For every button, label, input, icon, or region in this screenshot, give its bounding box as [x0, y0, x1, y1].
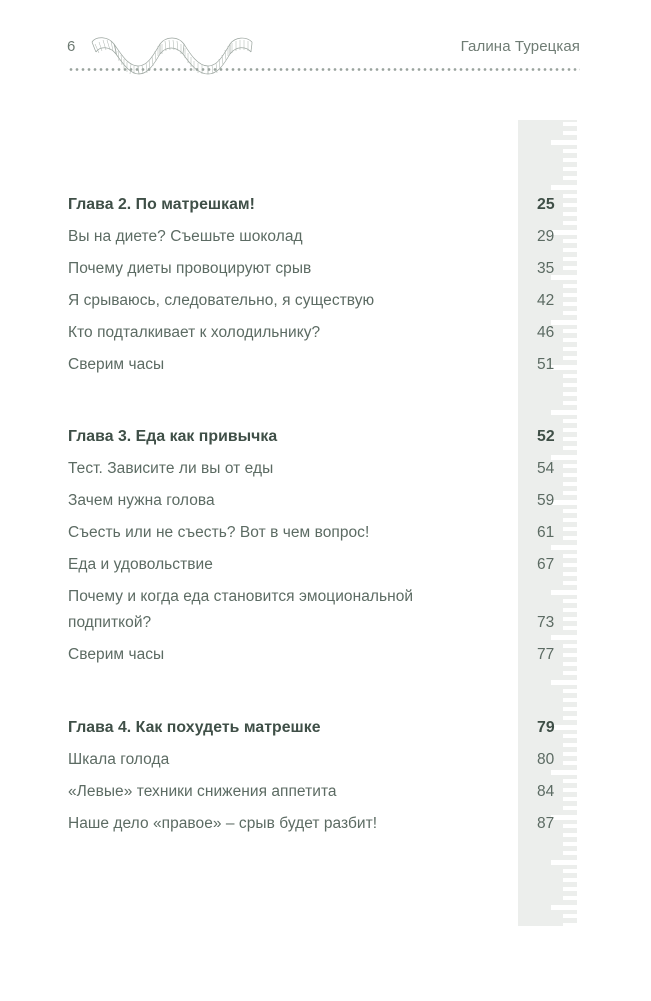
toc-entry-row[interactable]: Почему и когда еда становится эмоциональ…: [0, 584, 651, 642]
toc-section: Глава 2. По матрешкам! 25 Вы на диете? С…: [0, 192, 651, 384]
toc-entry-page: 46: [537, 324, 555, 341]
toc-entry-page: 54: [537, 460, 555, 477]
toc-section: Глава 3. Еда как привычка 52 Тест. Завис…: [0, 424, 651, 674]
toc-section: Глава 4. Как похудеть матрешке 79 Шкала …: [0, 715, 651, 843]
running-head-author: Галина Турецкая: [460, 38, 580, 55]
toc-entry-row[interactable]: Еда и удовольствие 67: [0, 552, 651, 584]
toc-entry-row[interactable]: Шкала голода 80: [0, 747, 651, 779]
toc-entry-row[interactable]: Наше дело «правое» – срыв будет разбит! …: [0, 811, 651, 843]
toc-entry-row[interactable]: Сверим часы 77: [0, 642, 651, 674]
toc-chapter-row[interactable]: Глава 4. Как похудеть матрешке 79: [0, 715, 651, 747]
toc-entry-page: 87: [537, 815, 555, 832]
toc-entry-title: Зачем нужна голова: [68, 492, 215, 509]
page-header: 6 Галина Турецкая: [0, 37, 651, 84]
toc-entry-page: 51: [537, 356, 555, 373]
toc-entry-row[interactable]: Я срываюсь, следовательно, я существую 4…: [0, 288, 651, 320]
toc-entry-title: Почему и когда еда становится эмоциональ…: [68, 588, 414, 631]
measuring-tape-ribbon-icon: [91, 37, 253, 75]
toc-entry-page: 80: [537, 751, 555, 768]
toc-entry-page: 59: [537, 492, 555, 509]
toc-entry-title: «Левые» техники снижения аппетита: [68, 783, 337, 800]
toc-entry-title: Еда и удовольствие: [68, 556, 213, 573]
toc-entry-page: 67: [537, 556, 555, 573]
folio-number: 6: [67, 38, 76, 55]
toc-entry-title: Вы на диете? Съешьте шоколад: [68, 228, 303, 245]
toc-entry-page: 29: [537, 228, 555, 245]
toc-entry-title: Наше дело «правое» – срыв будет разбит!: [68, 815, 378, 832]
toc-chapter-page: 52: [537, 428, 555, 445]
toc-entry-row[interactable]: Почему диеты провоцируют срыв 35: [0, 256, 651, 288]
toc-entry-row[interactable]: Тест. Зависите ли вы от еды 54: [0, 456, 651, 488]
toc-chapter-title: Глава 4. Как похудеть матрешке: [68, 719, 321, 736]
toc-entry-row[interactable]: Съесть или не съесть? Вот в чем вопрос! …: [0, 520, 651, 552]
toc-entry-row[interactable]: Сверим часы 51: [0, 352, 651, 384]
toc-entry-page: 42: [537, 292, 555, 309]
toc-entry-title: Тест. Зависите ли вы от еды: [68, 460, 274, 477]
toc-chapter-page: 79: [537, 719, 555, 736]
toc-entry-title: Сверим часы: [68, 646, 165, 663]
toc-entry-page: 35: [537, 260, 555, 277]
toc-entry-title: Я срываюсь, следовательно, я существую: [68, 292, 375, 309]
toc-entry-title: Почему диеты провоцируют срыв: [68, 260, 312, 277]
dotted-rule-icon: [68, 68, 580, 71]
toc-chapter-row[interactable]: Глава 2. По матрешкам! 25: [0, 192, 651, 224]
toc-entry-page: 77: [537, 646, 555, 663]
toc-chapter-title: Глава 3. Еда как привычка: [68, 428, 278, 445]
toc-entry-row[interactable]: Вы на диете? Съешьте шоколад 29: [0, 224, 651, 256]
toc-entry-title: Сверим часы: [68, 356, 165, 373]
toc-entry-page: 84: [537, 783, 555, 800]
toc-entry-title: Съесть или не съесть? Вот в чем вопрос!: [68, 524, 370, 541]
vertical-ruler-icon: [518, 120, 577, 926]
toc-entry-title: Кто подталкивает к холодильнику?: [68, 324, 321, 341]
toc-chapter-page: 25: [537, 196, 555, 213]
toc-entry-title: Шкала голода: [68, 751, 170, 768]
toc-entry-page: 73: [537, 614, 555, 631]
toc-entry-row[interactable]: Кто подталкивает к холодильнику? 46: [0, 320, 651, 352]
toc-chapter-title: Глава 2. По матрешкам!: [68, 196, 255, 213]
ruler-major-ticks: [551, 120, 577, 926]
toc-entry-row[interactable]: Зачем нужна голова 59: [0, 488, 651, 520]
toc-chapter-row[interactable]: Глава 3. Еда как привычка 52: [0, 424, 651, 456]
toc-entry-row[interactable]: «Левые» техники снижения аппетита 84: [0, 779, 651, 811]
toc-entry-page: 61: [537, 524, 555, 541]
